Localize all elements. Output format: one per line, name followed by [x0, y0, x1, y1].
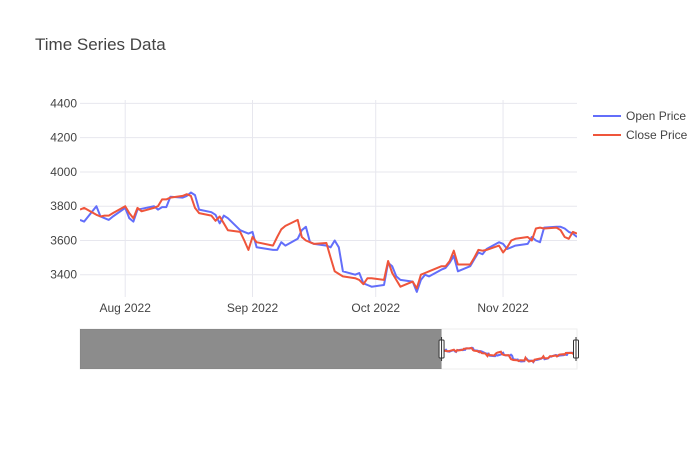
y-tick-label: 3800 — [50, 199, 77, 213]
x-tick-label: Oct 2022 — [351, 301, 400, 315]
series-line-open-price[interactable] — [80, 191, 577, 293]
y-tick-label: 3400 — [50, 268, 77, 282]
legend-label-close-price[interactable]: Close Price — [626, 128, 688, 142]
y-axis: 3400 3600 3800 4000 4200 4400 — [50, 96, 77, 281]
legend[interactable]: Open Price Close Price — [593, 109, 688, 142]
x-axis: Aug 2022 Sep 2022 Oct 2022 Nov 2022 — [99, 301, 529, 315]
range-slider-series-close-price — [441, 346, 578, 364]
x-tick-label: Sep 2022 — [227, 301, 279, 315]
x-tick-label: Aug 2022 — [99, 301, 151, 315]
series-lines — [80, 191, 577, 293]
range-slider-mask — [80, 329, 442, 369]
x-tick-label: Nov 2022 — [477, 301, 529, 315]
series-line-close-price[interactable] — [80, 193, 577, 290]
plot-area[interactable] — [80, 100, 577, 297]
y-tick-label: 4000 — [50, 165, 77, 179]
range-slider[interactable] — [79, 328, 579, 370]
y-tick-label: 4200 — [50, 131, 77, 145]
range-slider-left-handle[interactable] — [438, 337, 445, 361]
legend-label-open-price[interactable]: Open Price — [626, 109, 686, 123]
y-tick-label: 3600 — [50, 233, 77, 247]
chart-title: Time Series Data — [35, 35, 166, 54]
y-tick-label: 4400 — [50, 96, 77, 110]
range-slider-right-handle[interactable] — [573, 337, 579, 361]
